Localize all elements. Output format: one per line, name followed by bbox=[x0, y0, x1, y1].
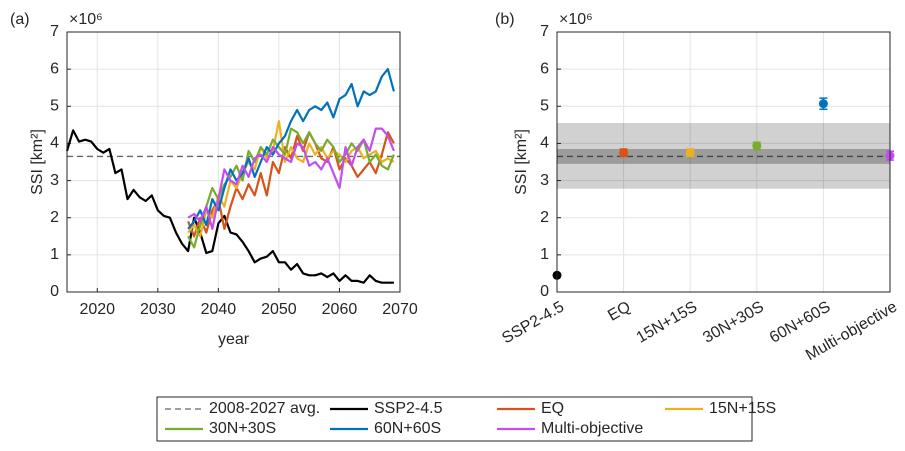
y-tick-label: 5 bbox=[540, 98, 549, 115]
x-tick-label: EQ bbox=[605, 298, 634, 324]
x-tick-label: 2060 bbox=[322, 301, 358, 318]
legend-label: Multi-objective bbox=[541, 420, 643, 437]
x-tick-label: 2030 bbox=[140, 301, 176, 318]
legend-box bbox=[156, 396, 753, 442]
legend-label: EQ bbox=[541, 400, 564, 417]
axes-box bbox=[66, 31, 401, 293]
error-point bbox=[619, 148, 629, 158]
series-line bbox=[187, 127, 395, 249]
y-tick-label: 6 bbox=[50, 60, 59, 77]
x-tick-label: 30N+30S bbox=[700, 298, 767, 346]
legend-label: 15N+15S bbox=[709, 400, 776, 417]
point bbox=[752, 141, 762, 151]
y-tick-label: 6 bbox=[540, 60, 549, 77]
error-point bbox=[752, 141, 762, 151]
point bbox=[818, 99, 828, 109]
y-tick-label: 7 bbox=[50, 23, 59, 40]
axes-box bbox=[556, 31, 891, 293]
error-point bbox=[818, 97, 828, 111]
y-tick-label: 0 bbox=[540, 283, 549, 300]
x-tick-label: 15N+15S bbox=[634, 298, 701, 346]
x-axis-label: year bbox=[218, 331, 250, 348]
panel-label: (a) bbox=[10, 11, 30, 28]
x-tick-label: 2070 bbox=[382, 301, 418, 318]
x-tick-label: 2040 bbox=[201, 301, 237, 318]
legend-label: 30N+30S bbox=[209, 420, 276, 437]
legend-label: 60N+60S bbox=[374, 420, 441, 437]
y-tick-label: 0 bbox=[50, 283, 59, 300]
x-tick-label: 2050 bbox=[261, 301, 297, 318]
series-line bbox=[65, 129, 394, 284]
point bbox=[619, 148, 629, 158]
range-band bbox=[557, 149, 890, 164]
panel-label: (b) bbox=[495, 11, 515, 28]
point bbox=[685, 148, 695, 158]
legend-label: SSP2-4.5 bbox=[374, 400, 443, 417]
y-tick-label: 3 bbox=[540, 172, 549, 189]
y-tick-label: 1 bbox=[540, 246, 549, 263]
y-tick-label: 4 bbox=[540, 135, 549, 152]
y-tick-label: 1 bbox=[50, 246, 59, 263]
error-point bbox=[685, 148, 695, 158]
y-tick-label: 3 bbox=[50, 172, 59, 189]
y-axis-label: SSI [km²] bbox=[29, 129, 46, 195]
y-tick-label: 2 bbox=[540, 209, 549, 226]
y-tick-label: 7 bbox=[540, 23, 549, 40]
series-line bbox=[187, 68, 395, 230]
x-tick-label: SSP2-4.5 bbox=[499, 298, 567, 347]
y-axis-label: SSI [km²] bbox=[513, 129, 530, 195]
legend-label: 2008-2027 avg. bbox=[209, 400, 320, 417]
series-line bbox=[187, 131, 395, 238]
y-tick-label: 5 bbox=[50, 98, 59, 115]
x-tick-label: 2020 bbox=[79, 301, 115, 318]
series-line bbox=[187, 120, 395, 238]
y-tick-label: 4 bbox=[50, 135, 59, 152]
series-line bbox=[187, 127, 395, 230]
y-multiplier: ×10⁶ bbox=[559, 11, 593, 28]
y-tick-label: 2 bbox=[50, 209, 59, 226]
y-multiplier: ×10⁶ bbox=[69, 11, 103, 28]
